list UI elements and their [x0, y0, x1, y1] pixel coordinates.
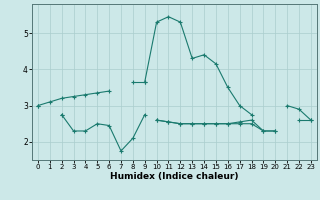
X-axis label: Humidex (Indice chaleur): Humidex (Indice chaleur) [110, 172, 239, 181]
